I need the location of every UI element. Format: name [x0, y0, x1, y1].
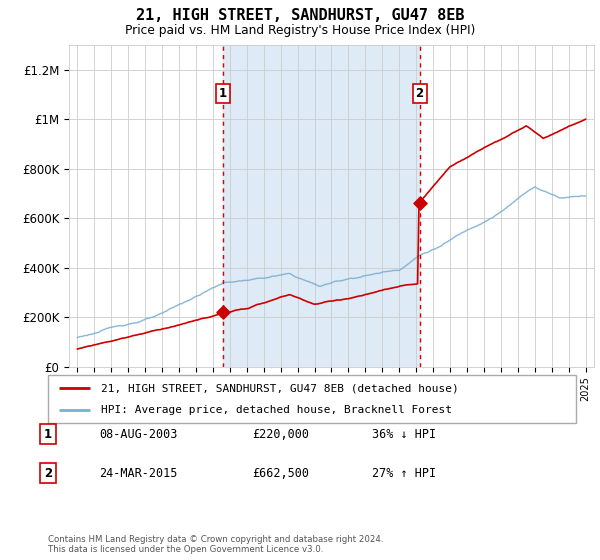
Text: 2: 2: [416, 87, 424, 100]
Text: 24-MAR-2015: 24-MAR-2015: [99, 466, 178, 480]
Bar: [223, 45, 419, 367]
Text: 21, HIGH STREET, SANDHURST, GU47 8EB (detached house): 21, HIGH STREET, SANDHURST, GU47 8EB (de…: [101, 383, 458, 393]
Text: Price paid vs. HM Land Registry's House Price Index (HPI): Price paid vs. HM Land Registry's House …: [125, 24, 475, 36]
Point: [218, 308, 228, 317]
Text: £220,000: £220,000: [252, 427, 309, 441]
FancyBboxPatch shape: [48, 375, 576, 423]
Text: 27% ↑ HPI: 27% ↑ HPI: [372, 466, 436, 480]
Point: [415, 198, 424, 207]
Text: 2: 2: [44, 466, 52, 480]
Text: 08-AUG-2003: 08-AUG-2003: [99, 427, 178, 441]
Text: 36% ↓ HPI: 36% ↓ HPI: [372, 427, 436, 441]
Text: £662,500: £662,500: [252, 466, 309, 480]
Text: Contains HM Land Registry data © Crown copyright and database right 2024.
This d: Contains HM Land Registry data © Crown c…: [48, 535, 383, 554]
Text: 1: 1: [44, 427, 52, 441]
Text: 21, HIGH STREET, SANDHURST, GU47 8EB: 21, HIGH STREET, SANDHURST, GU47 8EB: [136, 8, 464, 24]
Text: HPI: Average price, detached house, Bracknell Forest: HPI: Average price, detached house, Brac…: [101, 405, 452, 415]
Text: 1: 1: [219, 87, 227, 100]
